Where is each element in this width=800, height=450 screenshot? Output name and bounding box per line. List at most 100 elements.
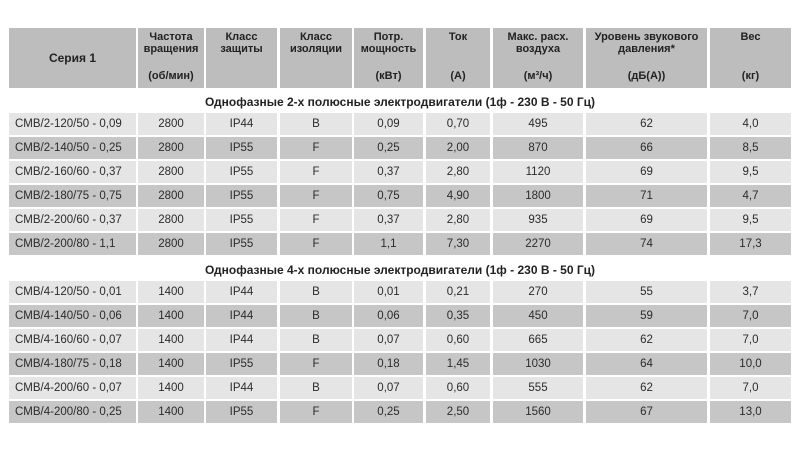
table-cell: 7,30 [426, 233, 490, 255]
table-cell: 9,5 [710, 161, 791, 183]
header-cell: Вес (кг) [710, 28, 791, 88]
header-title: Ток [448, 31, 468, 43]
table-cell: IP55 [206, 209, 277, 231]
model-cell: CMB/2-180/75 - 0,75 [9, 185, 136, 207]
table-cell: 7,0 [710, 305, 791, 327]
table-cell: 9,5 [710, 209, 791, 231]
header-title: Класс изоляции [289, 31, 343, 55]
model-cell: CMB/4-180/75 - 0,18 [9, 353, 136, 375]
header-cell: Серия 1 [9, 28, 136, 88]
header-cell: Класс защиты [206, 28, 277, 88]
table-cell: 1400 [138, 353, 204, 375]
table-cell: 7,0 [710, 377, 791, 399]
table-cell: 270 [493, 281, 583, 303]
table-cell: F [280, 185, 352, 207]
table-cell: 0,07 [354, 377, 423, 399]
header-cell: Потр. мощность (кВт) [354, 28, 423, 88]
table-cell: 0,70 [426, 113, 490, 135]
table-cell: B [280, 113, 352, 135]
table-cell: IP55 [206, 233, 277, 255]
table-cell: 1030 [493, 353, 583, 375]
table-cell: F [280, 353, 352, 375]
header-cell: Ток (А) [426, 28, 490, 88]
table-cell: 0,09 [354, 113, 423, 135]
model-cell: CMB/4-200/80 - 0,25 [9, 401, 136, 423]
table-cell: 495 [493, 113, 583, 135]
table-cell: 2800 [138, 185, 204, 207]
table-cell: 1400 [138, 329, 204, 351]
table-cell: IP55 [206, 353, 277, 375]
model-cell: CMB/2-200/80 - 1,1 [9, 233, 136, 255]
table-cell: 2,80 [426, 161, 490, 183]
table-cell: 8,5 [710, 137, 791, 159]
table-cell: 0,01 [354, 281, 423, 303]
table-cell: IP55 [206, 401, 277, 423]
section-title: Однофазные 2-х полюсные электродвигатели… [204, 95, 596, 109]
table-cell: 2800 [138, 113, 204, 135]
table-cell: 62 [586, 329, 707, 351]
table-cell: 3,7 [710, 281, 791, 303]
section-title: Однофазные 4-х полюсные электродвигатели… [204, 263, 596, 277]
table-cell: 2,80 [426, 209, 490, 231]
model-cell: CMB/2-200/60 - 0,37 [9, 209, 136, 231]
table-cell: 64 [586, 353, 707, 375]
table-cell: 0,60 [426, 329, 490, 351]
table-cell: 1400 [138, 305, 204, 327]
model-cell: CMB/4-200/60 - 0,07 [9, 377, 136, 399]
table-cell: 4,7 [710, 185, 791, 207]
model-cell: CMB/4-120/50 - 0,01 [9, 281, 136, 303]
table-cell: 69 [586, 209, 707, 231]
table-cell: IP44 [206, 377, 277, 399]
table-cell: 2,50 [426, 401, 490, 423]
table-cell: 0,37 [354, 161, 423, 183]
table-cell: F [280, 137, 352, 159]
header-unit: (об/мин) [148, 70, 194, 82]
header-title: Макс. расх. воздуха [507, 31, 569, 55]
table-cell: 1400 [138, 401, 204, 423]
table-cell: 0,75 [354, 185, 423, 207]
table-cell: 62 [586, 377, 707, 399]
table-cell: 2270 [493, 233, 583, 255]
model-cell: CMB/4-160/60 - 0,07 [9, 329, 136, 351]
table-cell: 59 [586, 305, 707, 327]
table-cell: F [280, 401, 352, 423]
table-cell: B [280, 377, 352, 399]
header-title: Уровень звукового давления* [594, 31, 699, 55]
table-cell: 66 [586, 137, 707, 159]
table-cell: 2800 [138, 209, 204, 231]
table-cell: 55 [586, 281, 707, 303]
table-cell: 0,18 [354, 353, 423, 375]
model-cell: CMB/2-120/50 - 0,09 [9, 113, 136, 135]
table-cell: 1400 [138, 281, 204, 303]
table-cell: 1,1 [354, 233, 423, 255]
table-cell: B [280, 329, 352, 351]
table-cell: 71 [586, 185, 707, 207]
table-cell: 0,21 [426, 281, 490, 303]
table-cell: 62 [586, 113, 707, 135]
table-cell: 4,0 [710, 113, 791, 135]
header-unit: (дБ(А)) [627, 70, 666, 82]
table-cell: 870 [493, 137, 583, 159]
header-unit: (кВт) [375, 70, 402, 82]
table-cell: B [280, 281, 352, 303]
header-title: Потр. мощность [360, 31, 417, 55]
table-cell: 2800 [138, 161, 204, 183]
table-cell: 1800 [493, 185, 583, 207]
table-cell: IP55 [206, 161, 277, 183]
table-cell: 665 [493, 329, 583, 351]
table-cell: 0,60 [426, 377, 490, 399]
table-cell: IP44 [206, 329, 277, 351]
model-cell: CMB/4-140/50 - 0,06 [9, 305, 136, 327]
table-cell: 2,00 [426, 137, 490, 159]
table-cell: 450 [493, 305, 583, 327]
table-cell: 2800 [138, 233, 204, 255]
header-unit: (кг) [741, 70, 760, 82]
header-unit: (А) [450, 70, 466, 82]
header-cell: Частота вращения (об/мин) [138, 28, 204, 88]
table-cell: 935 [493, 209, 583, 231]
header-title: Частота вращения [143, 31, 199, 55]
table-cell: 1400 [138, 377, 204, 399]
table-cell: F [280, 233, 352, 255]
table-cell: 74 [586, 233, 707, 255]
table-cell: 13,0 [710, 401, 791, 423]
